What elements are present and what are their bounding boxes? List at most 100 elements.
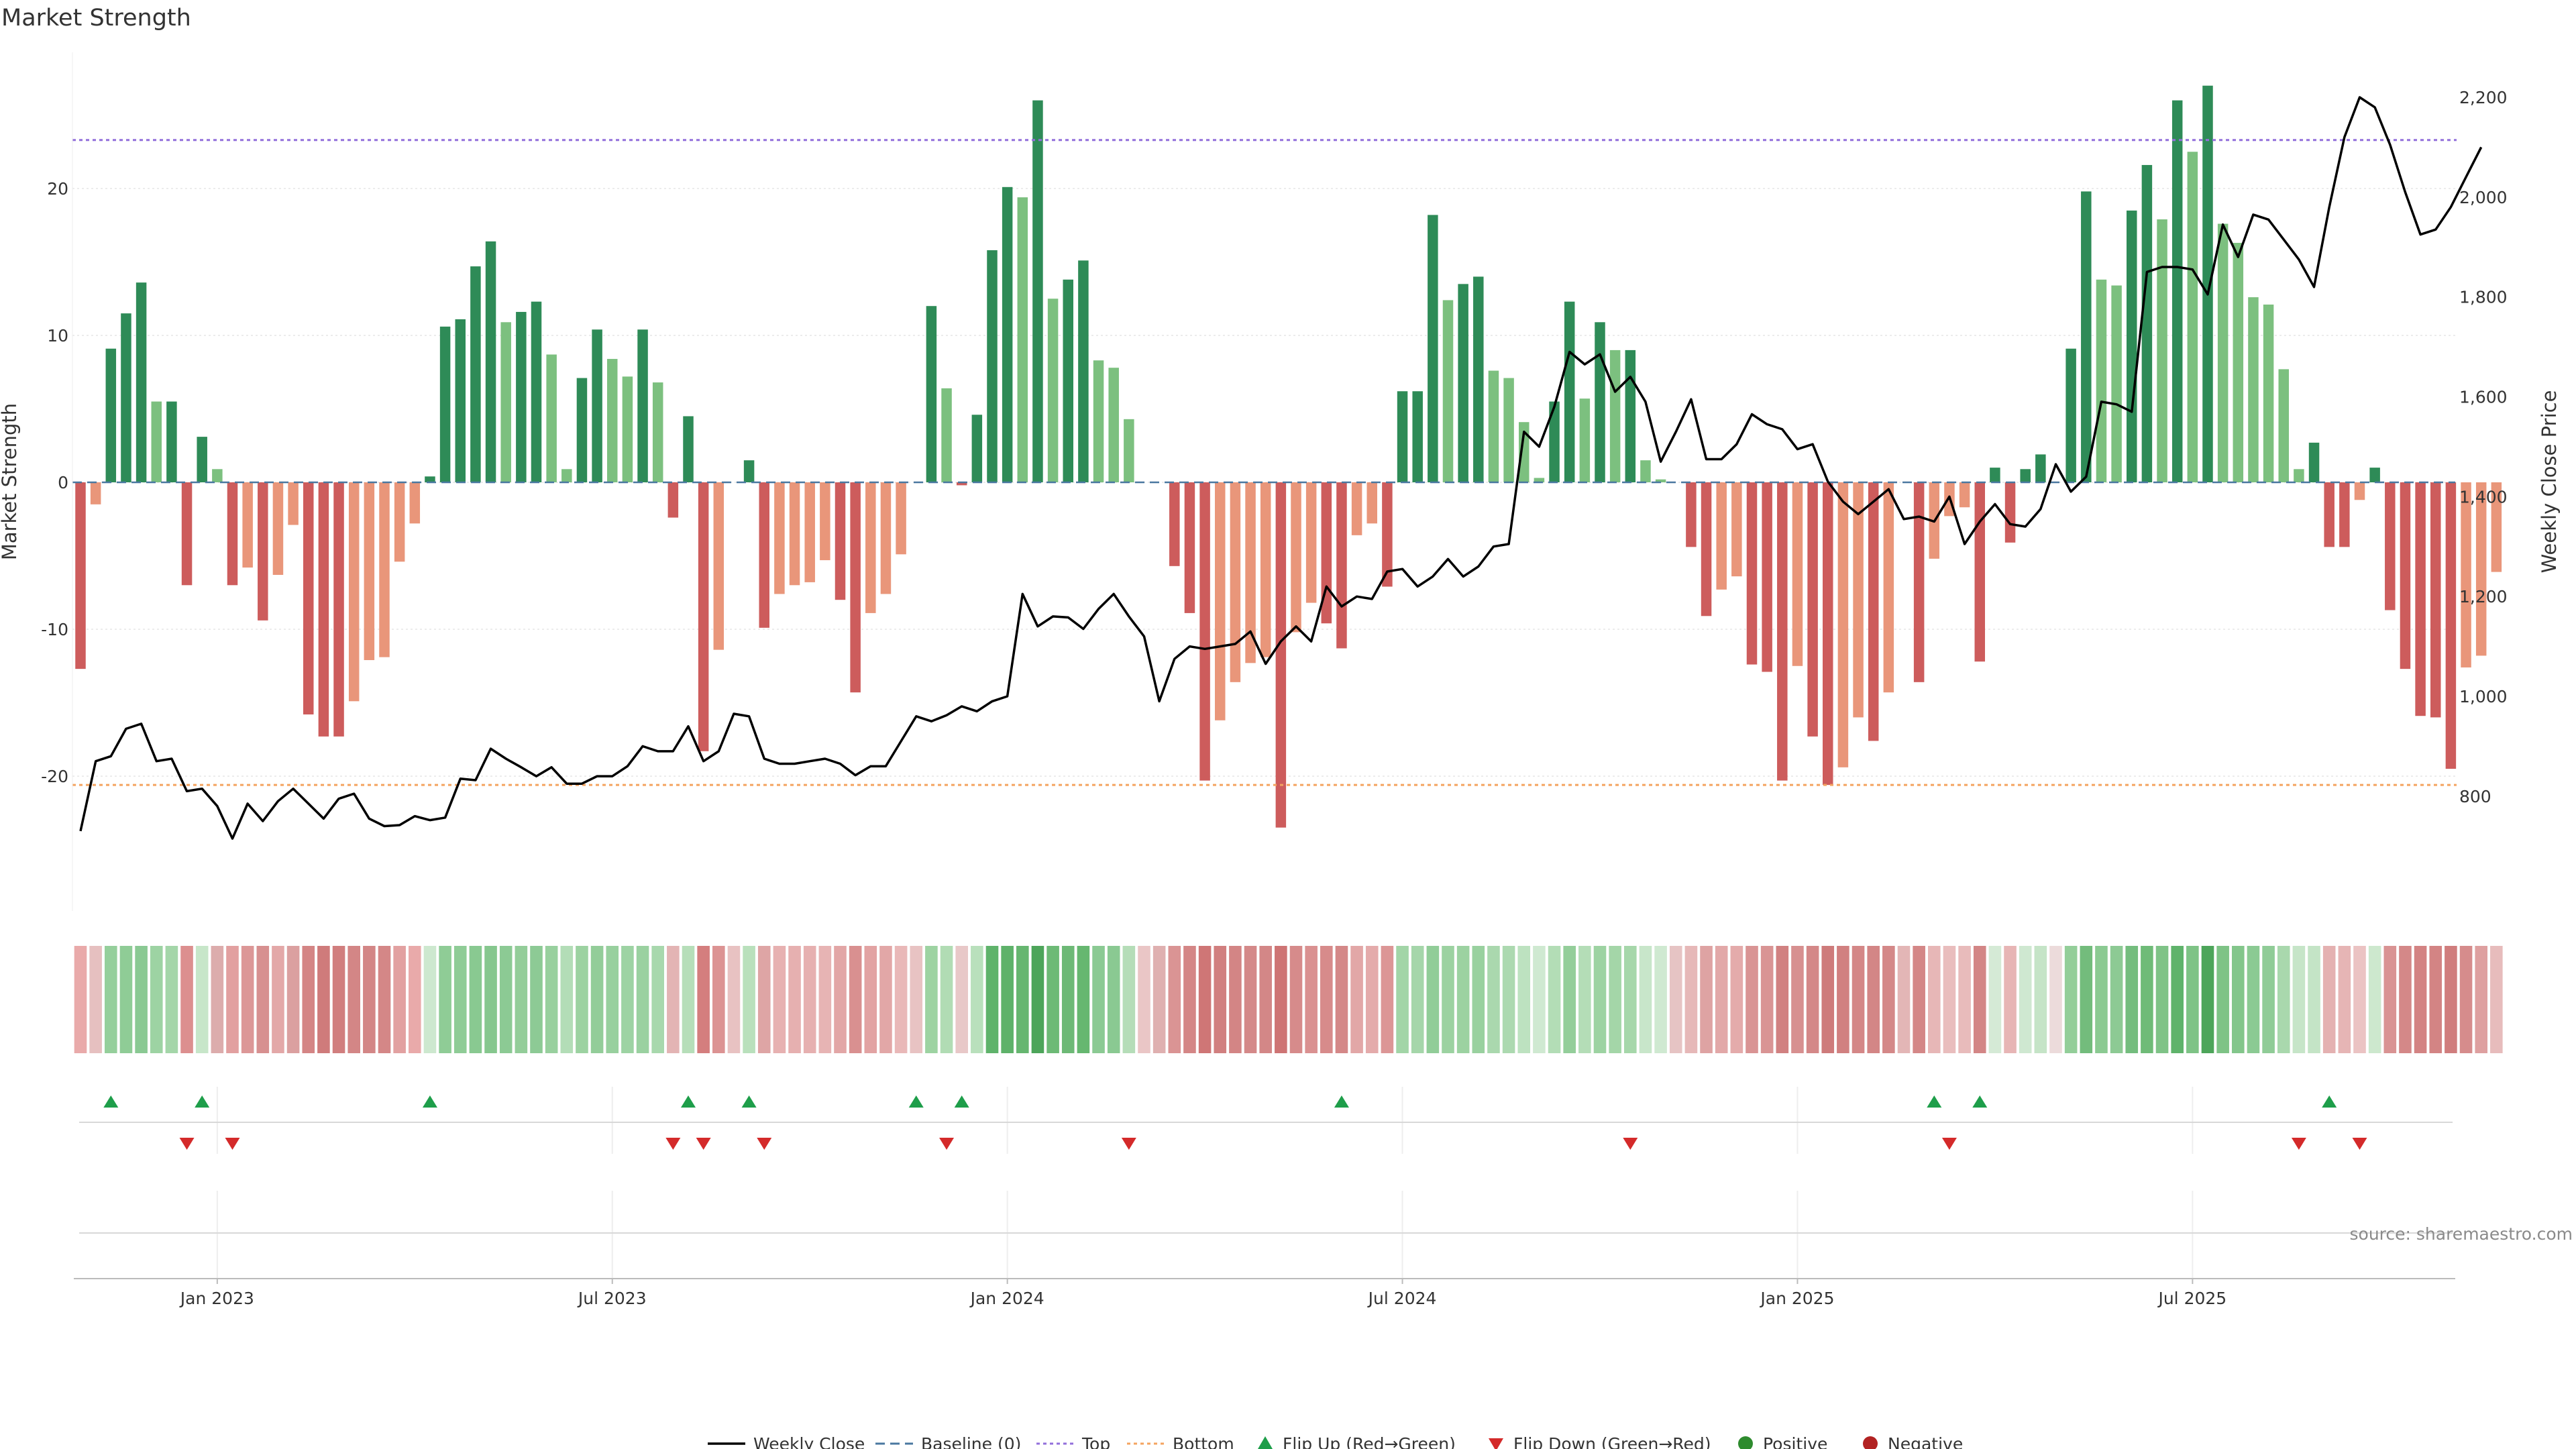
right-tick-label: 1,200: [2459, 587, 2508, 606]
strength-bar: [1823, 482, 1833, 786]
strength-bar: [1534, 478, 1545, 482]
strength-bar: [318, 482, 329, 737]
heat-cell: [1669, 946, 1682, 1053]
strength-bar: [2400, 482, 2411, 669]
strength-bar: [2308, 442, 2320, 482]
heat-cell: [1168, 946, 1181, 1053]
heat-cell: [2308, 946, 2320, 1053]
x-tick-label: Jan 2025: [1759, 1289, 1834, 1308]
heat-cell: [1943, 946, 1956, 1053]
right-tick-label: 800: [2459, 787, 2491, 806]
left-tick-label: -20: [41, 767, 68, 786]
strength-bar: [774, 482, 785, 594]
strength-bar: [1275, 482, 1287, 828]
flip-up-marker: [103, 1095, 119, 1108]
strength-bar: [592, 329, 602, 482]
x-tick-label: Jan 2023: [179, 1289, 254, 1308]
heat-cell: [74, 946, 87, 1053]
strength-bar: [1184, 482, 1195, 613]
strength-bar: [379, 482, 390, 657]
heat-cell: [1806, 946, 1819, 1053]
heat-cell: [818, 946, 832, 1053]
heat-cell: [2125, 946, 2139, 1053]
heat-cell: [2004, 946, 2017, 1053]
heat-cell: [1517, 946, 1531, 1053]
heat-cell: [1654, 946, 1667, 1053]
weekly-close-line-layer: [79, 96, 2483, 840]
heat-cell: [697, 946, 710, 1053]
strength-bar: [2171, 100, 2183, 483]
strength-bar: [1503, 378, 1514, 482]
heat-cell: [2459, 946, 2473, 1053]
strength-bar: [987, 250, 998, 482]
strength-bar: [181, 482, 193, 586]
right-tick-label: 1,600: [2459, 387, 2508, 407]
heat-cell: [409, 946, 421, 1053]
strength-bar: [364, 482, 375, 660]
flip-down-marker: [665, 1138, 681, 1150]
strength-bar: [1305, 482, 1317, 603]
strength-bar: [1230, 482, 1241, 682]
heat-cell: [1821, 946, 1835, 1053]
strength-bar: [667, 482, 679, 518]
strength-bar: [151, 401, 162, 482]
flip-down-marker: [696, 1138, 711, 1150]
heat-cell: [180, 946, 193, 1053]
strength-bar: [1655, 479, 1666, 482]
right-tick-label: 1,800: [2459, 288, 2508, 307]
heat-cell: [135, 946, 148, 1053]
strength-bar: [1260, 482, 1271, 657]
strength-bar: [516, 311, 527, 482]
heat-cell: [499, 946, 513, 1053]
strength-bar: [1625, 350, 1636, 482]
heat-cell: [363, 946, 376, 1053]
flip-down-marker: [939, 1138, 955, 1150]
heat-cell: [2368, 946, 2381, 1053]
heat-cell: [1259, 946, 1272, 1053]
flip-down-marker: [1623, 1138, 1638, 1150]
heat-cell: [1837, 946, 1849, 1053]
heat-cell: [803, 946, 816, 1053]
legend-item: Flip Down (Green→Red): [1489, 1434, 1711, 1449]
heat-cell: [1001, 946, 1014, 1053]
x-axis: Jan 2023 Jul 2023 Jan 2024 Jul 2024 Jan 2025…: [74, 1278, 2455, 1308]
strength-bar: [2278, 369, 2289, 482]
strength-bar: [1807, 482, 1818, 737]
strength-bar: [1215, 482, 1226, 720]
heat-cell: [2292, 946, 2306, 1053]
strength-bar: [1336, 482, 1347, 649]
heat-cell: [1229, 946, 1242, 1053]
right-tick-label: 1,000: [2459, 687, 2508, 706]
strength-bar: [2369, 468, 2380, 482]
heat-cell: [332, 946, 345, 1053]
heat-cell: [1381, 946, 1394, 1053]
strength-bar: [2491, 482, 2502, 572]
heat-cell: [864, 946, 877, 1053]
flip-up-marker: [422, 1095, 437, 1108]
flip-up-marker: [954, 1095, 969, 1108]
heat-cell: [1988, 946, 2002, 1053]
strength-bar: [272, 482, 284, 575]
heat-cell: [1365, 946, 1379, 1053]
flip-down-marker: [179, 1138, 195, 1150]
strength-bar: [1291, 482, 1301, 633]
legend-item: Negative: [1863, 1434, 1963, 1449]
heat-cell: [651, 946, 664, 1053]
heat-cell: [1578, 946, 1591, 1053]
heat-cell: [2019, 946, 2032, 1053]
strength-bar: [1397, 391, 1408, 482]
strength-bar: [348, 482, 360, 702]
heat-cell: [1107, 946, 1120, 1053]
strength-bar: [1108, 368, 1119, 482]
strength-bar: [1032, 100, 1043, 483]
heat-cell: [530, 946, 543, 1053]
strength-bar: [2248, 297, 2259, 482]
right-axis-title: Weekly Close Price: [2538, 390, 2561, 574]
strength-bar: [439, 326, 451, 482]
heat-cell: [484, 946, 497, 1053]
strength-bar: [2202, 85, 2213, 482]
flip-down-marker: [225, 1138, 240, 1150]
strength-bar: [136, 282, 147, 482]
reference-lines: [72, 139, 2457, 786]
heat-cell: [423, 946, 437, 1053]
